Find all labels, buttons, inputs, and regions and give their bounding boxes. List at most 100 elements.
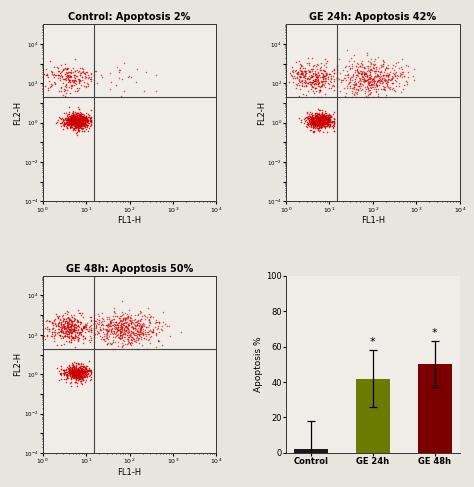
Point — [307, 120, 314, 128]
Point — [81, 127, 88, 135]
Point — [309, 117, 316, 125]
Point — [73, 113, 81, 121]
Point — [113, 63, 121, 71]
Point — [77, 371, 84, 379]
Point — [74, 333, 82, 341]
Point — [366, 66, 374, 74]
Point — [311, 69, 319, 76]
Point — [82, 113, 90, 121]
Point — [131, 311, 138, 319]
Point — [70, 325, 78, 333]
Point — [65, 76, 73, 84]
Point — [73, 117, 81, 125]
Point — [79, 115, 87, 123]
Point — [79, 332, 86, 340]
Point — [87, 375, 95, 383]
Point — [356, 76, 364, 84]
Point — [68, 319, 76, 327]
Point — [74, 103, 82, 111]
Point — [105, 320, 113, 328]
Point — [309, 116, 316, 124]
Point — [321, 67, 328, 75]
Point — [114, 322, 122, 330]
Point — [316, 127, 324, 134]
Point — [109, 327, 117, 335]
Point — [80, 324, 87, 332]
Point — [67, 116, 75, 124]
Point — [320, 111, 328, 119]
Point — [65, 121, 73, 129]
Point — [327, 118, 335, 126]
Point — [123, 318, 131, 326]
Point — [319, 120, 327, 128]
Point — [358, 75, 366, 83]
Point — [365, 81, 373, 89]
Point — [314, 114, 321, 122]
Point — [76, 374, 84, 381]
Point — [81, 121, 88, 129]
Point — [48, 319, 56, 327]
Point — [117, 327, 124, 335]
Point — [363, 93, 371, 101]
Point — [307, 115, 315, 123]
Point — [87, 324, 95, 332]
Point — [373, 72, 381, 80]
Point — [70, 121, 77, 129]
Point — [118, 323, 126, 331]
Point — [127, 336, 135, 344]
Point — [71, 326, 78, 334]
Point — [59, 66, 67, 74]
Point — [66, 120, 74, 128]
Point — [46, 325, 53, 333]
Point — [82, 322, 89, 330]
Point — [87, 368, 95, 376]
Point — [71, 120, 78, 128]
Point — [307, 113, 314, 121]
Point — [67, 113, 74, 121]
Point — [75, 116, 83, 124]
Point — [333, 65, 341, 73]
Point — [310, 128, 317, 135]
Point — [330, 113, 338, 121]
Point — [87, 322, 94, 330]
Point — [71, 320, 78, 328]
Point — [319, 116, 327, 124]
Point — [384, 72, 392, 79]
Point — [57, 369, 65, 376]
Point — [127, 327, 135, 335]
Point — [71, 118, 79, 126]
Point — [303, 108, 311, 115]
Point — [316, 118, 323, 126]
Point — [326, 80, 333, 88]
Point — [82, 334, 89, 342]
Point — [356, 77, 363, 85]
Point — [351, 66, 359, 74]
Point — [309, 114, 317, 122]
Point — [319, 118, 327, 126]
Point — [77, 111, 84, 119]
Point — [69, 365, 76, 373]
Point — [60, 75, 68, 83]
Point — [310, 115, 317, 123]
Point — [56, 331, 64, 339]
Point — [68, 116, 76, 124]
Point — [72, 112, 80, 120]
Point — [365, 85, 372, 93]
Point — [76, 121, 84, 129]
Point — [129, 319, 137, 327]
Point — [64, 374, 71, 381]
Point — [90, 319, 98, 327]
Point — [87, 317, 95, 325]
Point — [372, 81, 380, 89]
Point — [364, 76, 371, 84]
Point — [42, 317, 50, 325]
Point — [78, 119, 85, 127]
Point — [68, 113, 76, 121]
Point — [70, 122, 77, 130]
Point — [311, 77, 319, 85]
Point — [64, 114, 72, 122]
Point — [76, 114, 83, 122]
Point — [352, 85, 360, 93]
Point — [79, 115, 86, 123]
Point — [70, 369, 77, 376]
